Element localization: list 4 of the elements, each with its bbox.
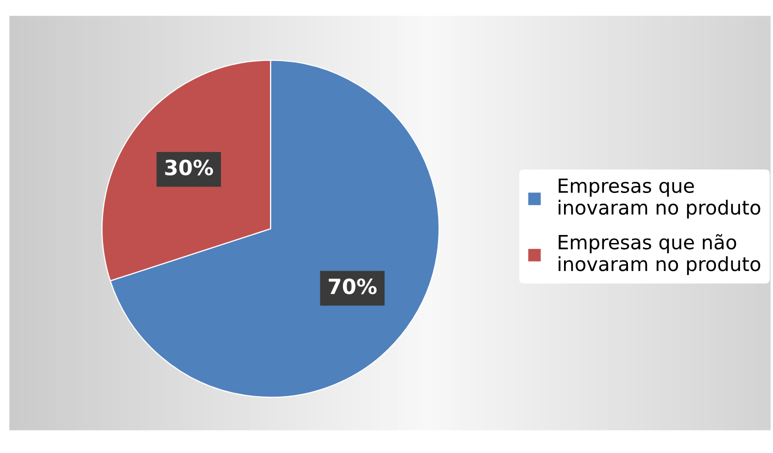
legend-label: Empresas que não inovaram no produto [558, 234, 760, 276]
legend-label: Empresas que inovaram no produto [558, 178, 760, 219]
data-label: 30% [165, 160, 214, 176]
data-label: 70% [328, 278, 377, 294]
